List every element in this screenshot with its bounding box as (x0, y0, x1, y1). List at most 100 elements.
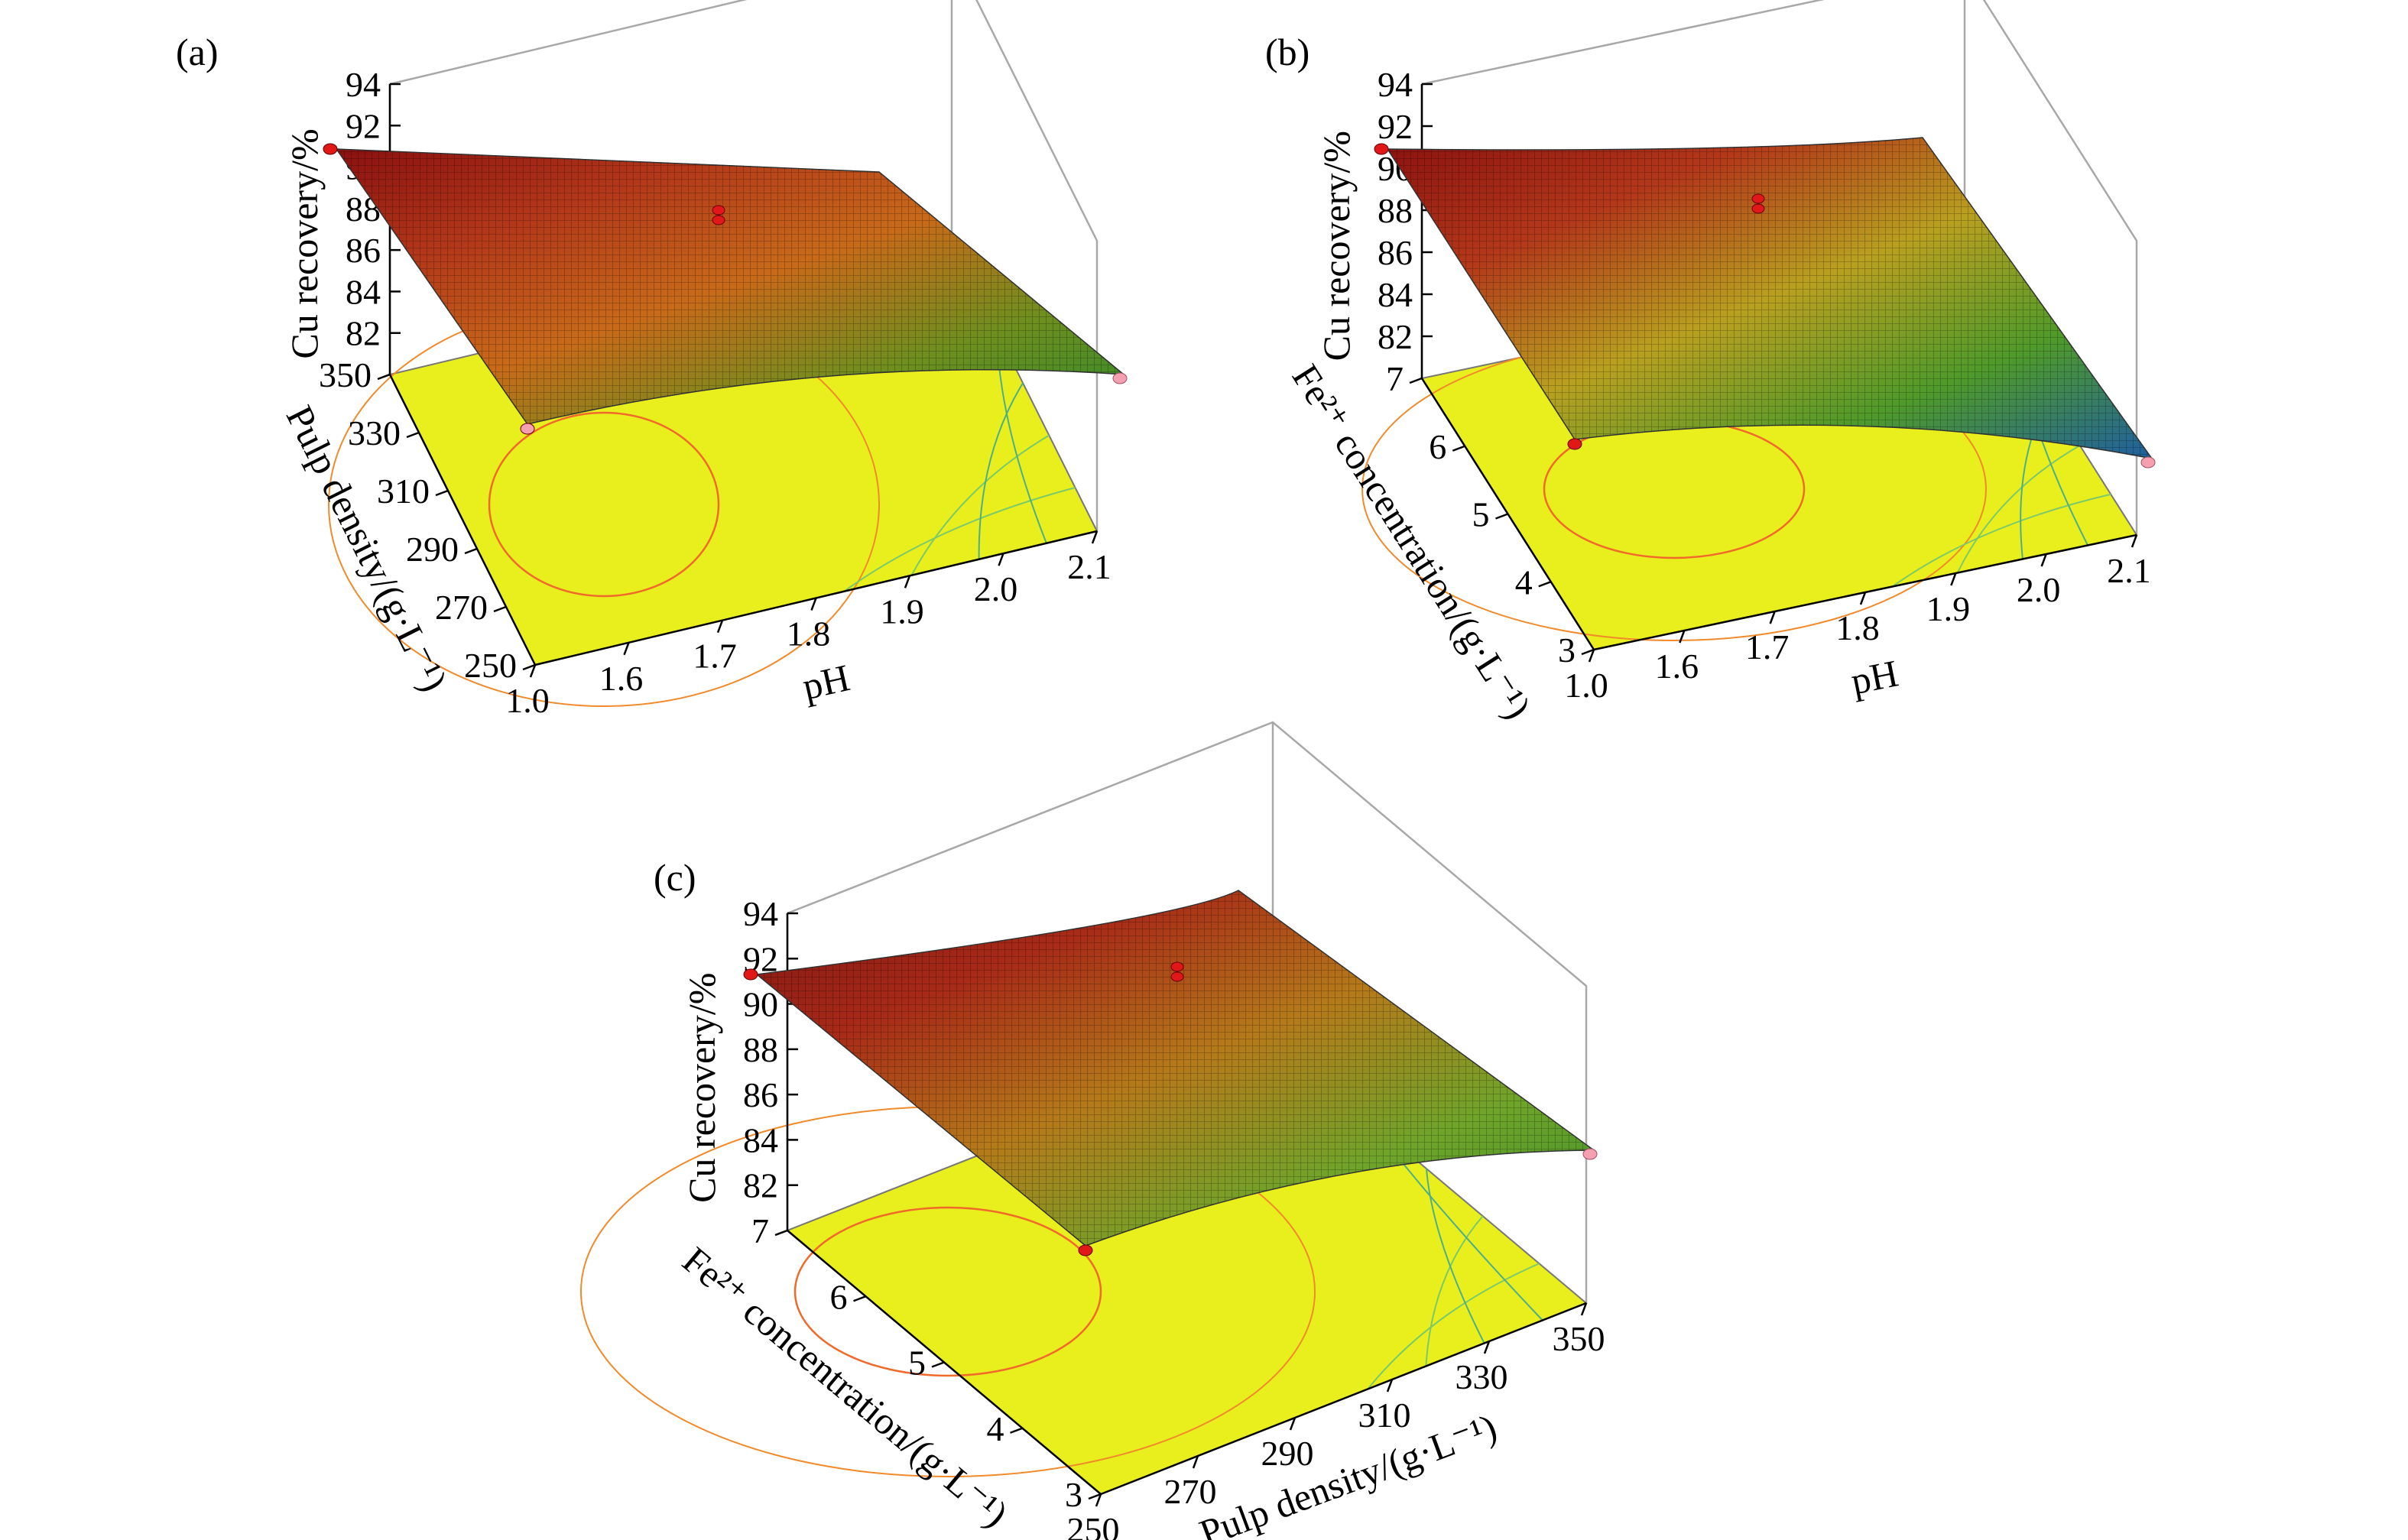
contour-line (1367, 1263, 1540, 1390)
z-tick-label: 84 (346, 272, 381, 311)
x-tick-mark (1859, 592, 1867, 605)
design-point (712, 215, 725, 225)
y-tick-label: 3 (1065, 1475, 1082, 1514)
y-tick-label: 250 (464, 646, 517, 685)
x-tick-label: 1.8 (787, 614, 831, 653)
z-tick-label: 82 (346, 314, 381, 353)
contour-line (1425, 1168, 1485, 1344)
x-tick-mark (1289, 1417, 1296, 1431)
design-point (520, 423, 535, 435)
x-tick-label: 350 (1553, 1319, 1605, 1358)
y-tick-mark (1495, 513, 1508, 520)
x-axis-label: pH (799, 656, 854, 708)
panel-label: (c) (654, 856, 696, 899)
y-tick-label: 310 (377, 472, 430, 511)
design-point (1112, 372, 1128, 384)
y-tick-mark (1010, 1427, 1023, 1434)
y-tick-mark (1409, 377, 1423, 384)
contour-line (1891, 493, 2111, 588)
y-tick-label: 350 (319, 355, 372, 394)
y-tick-label: 270 (435, 588, 488, 627)
z-tick-label: 84 (1378, 275, 1413, 314)
z-tick-label: 92 (346, 106, 381, 145)
y-tick-label: 6 (830, 1277, 848, 1316)
z-tick-label: 94 (1378, 65, 1413, 104)
x-tick-mark (2040, 553, 2047, 567)
z-axis-label: Cu recovery/% (1315, 131, 1358, 361)
design-point (1170, 971, 1184, 982)
z-tick-label: 86 (1378, 233, 1413, 272)
x-tick-mark (1580, 1302, 1588, 1316)
y-tick-mark (774, 1229, 788, 1237)
y-tick-label: 7 (1386, 359, 1404, 398)
z-tick-label: 94 (346, 65, 381, 104)
design-point (2140, 456, 2156, 468)
x-tick-mark (1483, 1341, 1491, 1354)
x-tick-mark (1192, 1455, 1199, 1469)
contour-line (793, 1206, 1102, 1377)
contour-line (910, 434, 1050, 576)
x-tick-mark (1950, 572, 1957, 586)
x-tick-mark (1769, 611, 1776, 624)
x-tick-mark (904, 575, 911, 588)
contour-line (1956, 444, 2081, 573)
x-tick-label: 2.1 (1067, 547, 1112, 586)
panel-label: (a) (176, 31, 219, 73)
x-tick-label: 1.9 (1926, 589, 1971, 628)
y-tick-label: 5 (1472, 495, 1490, 534)
y-tick-mark (1538, 581, 1552, 588)
x-tick-label: 1.8 (1835, 608, 1880, 647)
y-tick-mark (406, 431, 420, 439)
y-tick-mark (931, 1361, 945, 1368)
x-tick-label: 1.7 (693, 637, 737, 676)
x-tick-label: 250 (1067, 1510, 1120, 1540)
z-tick-label: 86 (346, 231, 381, 270)
x-tick-label: 2.0 (2017, 570, 2061, 609)
design-point (1078, 1244, 1093, 1256)
x-tick-label: 270 (1164, 1472, 1217, 1511)
z-tick-label: 88 (1378, 191, 1413, 230)
contour-line (1425, 1215, 1484, 1367)
x-tick-mark (2131, 534, 2138, 548)
design-point (1582, 1148, 1598, 1160)
y-tick-mark (464, 547, 478, 555)
y-tick-mark (1452, 445, 1465, 452)
x-tick-mark (1679, 630, 1686, 644)
x-tick-label: 330 (1456, 1357, 1508, 1396)
design-point (1374, 143, 1389, 155)
design-point (1170, 961, 1184, 972)
x-tick-mark (998, 553, 1004, 566)
z-tick-label: 86 (743, 1075, 778, 1114)
y-tick-label: 4 (1515, 563, 1533, 601)
z-axis-label: Cu recovery/% (283, 128, 326, 358)
y-tick-mark (435, 489, 449, 497)
design-point (323, 143, 338, 155)
x-tick-mark (1588, 649, 1595, 663)
y-tick-label: 6 (1429, 427, 1446, 466)
x-tick-label: 310 (1358, 1396, 1411, 1435)
x-tick-mark (1095, 1493, 1102, 1507)
z-axis-label: Cu recovery/% (680, 973, 723, 1203)
y-tick-label: 3 (1558, 631, 1576, 669)
y-tick-label: 7 (751, 1211, 769, 1250)
y-tick-label: 290 (406, 530, 459, 569)
design-point (743, 968, 758, 981)
x-tick-mark (1091, 530, 1099, 544)
x-tick-mark (623, 642, 630, 656)
y-tick-mark (1088, 1493, 1102, 1500)
x-axis-line (1100, 1302, 1587, 1496)
x-tick-label: 1.9 (880, 592, 924, 631)
z-tick-label: 82 (743, 1166, 778, 1205)
contour-line (843, 487, 1076, 592)
response-surface-mesh (1387, 138, 2152, 459)
response-surface-mesh (336, 149, 1124, 424)
z-tick-label: 84 (743, 1120, 778, 1159)
x-tick-label: 2.0 (974, 569, 1018, 608)
design-point (1751, 203, 1765, 214)
x-tick-mark (529, 664, 537, 678)
y-tick-mark (853, 1295, 866, 1302)
x-tick-label: 1.7 (1745, 627, 1790, 666)
